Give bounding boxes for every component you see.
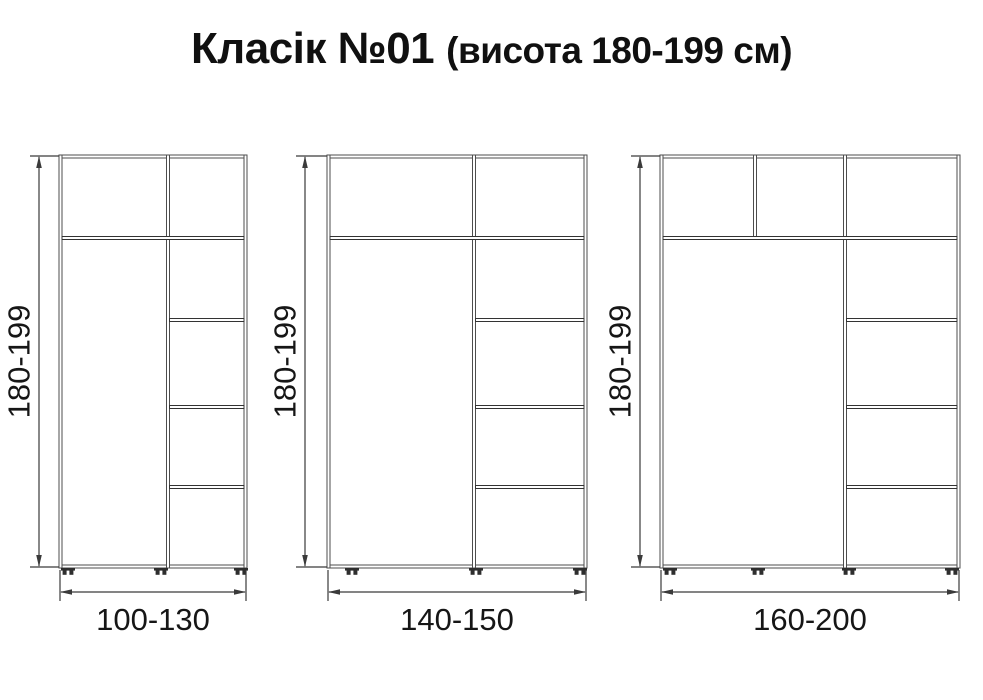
wardrobe-1-foot-1	[61, 568, 75, 575]
wardrobe-3-body	[659, 154, 961, 569]
wardrobe-1-width-label: 100-130	[96, 602, 210, 637]
wardrobe-3-width-dimension: 160-200	[660, 570, 960, 637]
wardrobe-2-width-dimension: 140-150	[327, 570, 587, 637]
wardrobe-3-shelves	[662, 236, 958, 489]
wardrobe-1: 180-199 100-130	[2, 154, 248, 637]
wardrobe-1-height-label: 180-199	[2, 305, 37, 419]
wardrobe-3-foot-3	[842, 568, 856, 575]
wardrobe-2-foot-2	[469, 568, 483, 575]
title-sub: (висота 180-199 см)	[446, 30, 793, 71]
wardrobe-3-height-label: 180-199	[603, 305, 638, 419]
wardrobe-3-height-dimension: 180-199	[603, 155, 660, 568]
wardrobe-3-foot-4	[945, 568, 959, 575]
wardrobe-2: 180-199 140-150	[268, 154, 588, 637]
wardrobe-1-height-dimension: 180-199	[2, 155, 59, 568]
wardrobe-3: 180-199 160-200	[603, 154, 961, 637]
wardrobe-1-shelves	[61, 236, 245, 489]
wardrobe-2-body	[326, 154, 588, 569]
wardrobe-2-foot-3	[573, 568, 587, 575]
wardrobe-2-height-label: 180-199	[268, 305, 303, 419]
wardrobe-2-height-dimension: 180-199	[268, 155, 327, 568]
wardrobe-1-body	[58, 154, 248, 569]
wardrobe-3-foot-2	[751, 568, 765, 575]
wardrobe-2-width-label: 140-150	[400, 602, 514, 637]
wardrobe-2-shelves	[329, 236, 585, 489]
page-title: Класік №01 (висота 180-199 см)	[0, 24, 983, 74]
wardrobe-2-foot-1	[345, 568, 359, 575]
wardrobe-1-foot-3	[234, 568, 248, 575]
wardrobe-1-foot-2	[154, 568, 168, 575]
wardrobe-3-foot-1	[663, 568, 677, 575]
wardrobe-3-width-label: 160-200	[753, 602, 867, 637]
title-main: Класік №01	[190, 24, 435, 73]
wardrobe-1-width-dimension: 100-130	[59, 570, 247, 637]
